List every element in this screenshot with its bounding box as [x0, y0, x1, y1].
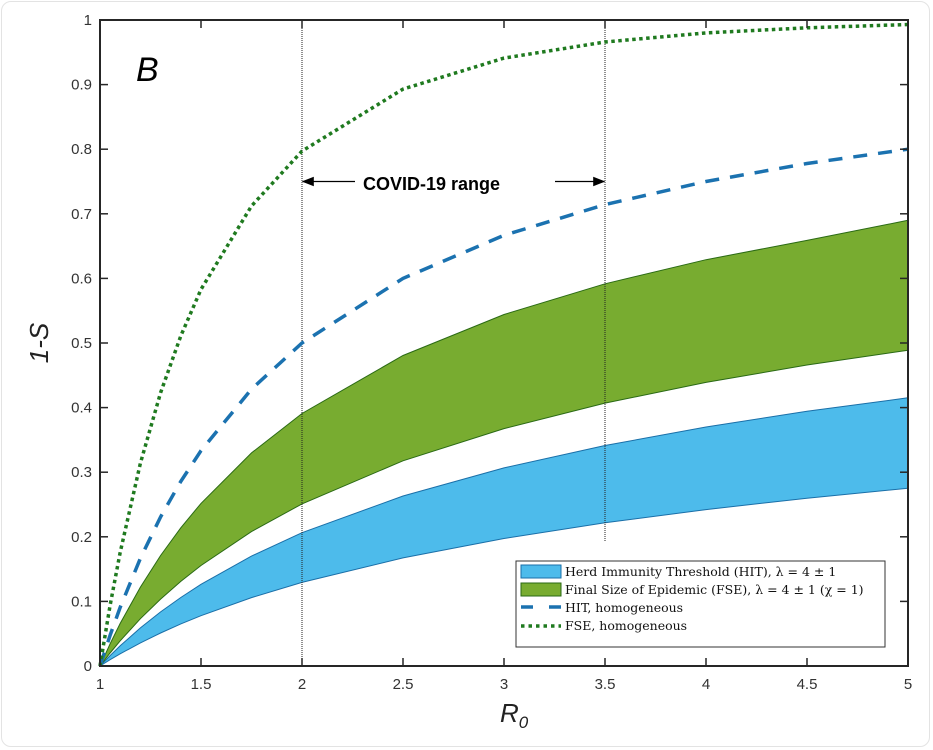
band-area-1	[100, 220, 908, 667]
y-axis-label: 1-S	[24, 322, 54, 363]
legend-box	[515, 560, 886, 648]
x-tick-label: 1.5	[191, 676, 212, 693]
panel-label: B	[136, 51, 159, 89]
y-tick-label: 0.3	[71, 464, 92, 481]
y-tick-label: 0.5	[71, 335, 92, 352]
band-lower-edge-0	[99, 487, 909, 667]
legend-label-hit-homogeneous: HIT, homogeneous	[565, 600, 683, 615]
band-lower-edge-1	[99, 349, 909, 667]
hit-homogeneous-line	[98, 147, 909, 667]
x-tick-label: 3.5	[595, 676, 616, 693]
y-tick-label: 0.6	[71, 270, 92, 287]
x-axis-label: R0	[500, 698, 529, 732]
x-tick-label: 2	[298, 676, 306, 693]
x-tick-label: 4	[702, 676, 710, 693]
legend-label-fse-homogeneous: FSE, homogeneous	[565, 618, 687, 633]
y-tick-label: 0.8	[71, 141, 92, 158]
annotation-text: COVID-19 range	[363, 174, 500, 194]
legend: Herd Immunity Threshold (HIT), λ = 4 ± 1…	[515, 560, 886, 648]
y-tick-label: 0	[84, 658, 92, 675]
x-tick-label: 1	[96, 676, 104, 693]
y-tick-label: 0.7	[71, 206, 92, 223]
band-upper-edge-0	[99, 397, 909, 667]
x-axis-label-subscript: 0	[519, 713, 529, 732]
x-axis-label-main: R	[500, 698, 519, 728]
y-tick-label: 0.1	[71, 593, 92, 610]
y-tick-label: 1	[84, 12, 92, 29]
x-tick-label: 2.5	[393, 676, 414, 693]
legend-swatch-fse-band	[520, 582, 562, 597]
legend-label-fse-band: Final Size of Epidemic (FSE), λ = 4 ± 1 …	[565, 582, 864, 597]
legend-label-hit-band: Herd Immunity Threshold (HIT), λ = 4 ± 1	[565, 564, 836, 579]
x-tick-label: 4.5	[797, 676, 818, 693]
band-area-0	[100, 397, 908, 666]
y-tick-label: 0.2	[71, 529, 92, 546]
y-tick-label: 0.4	[71, 400, 92, 417]
legend-swatch-hit-band	[520, 564, 562, 579]
x-tick-label: 3	[500, 676, 508, 693]
y-tick-label: 0.9	[71, 77, 92, 94]
band-upper-edge-1	[99, 219, 909, 667]
x-tick-label: 5	[904, 676, 912, 693]
